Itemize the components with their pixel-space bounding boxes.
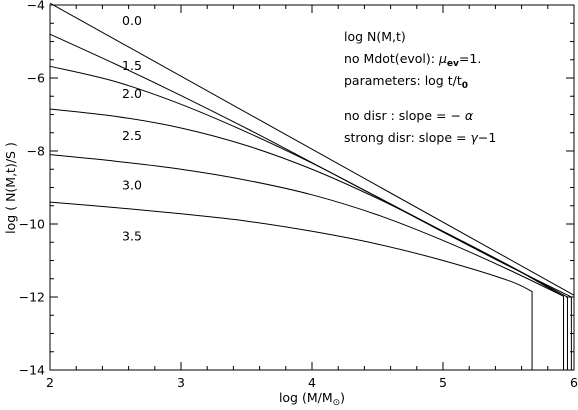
annotation-line-2: no Mdot(evol): μev=1. <box>344 51 481 69</box>
curve-label-2-0: 2.0 <box>122 86 142 101</box>
curve-label-1-5: 1.5 <box>122 58 142 73</box>
axis-ticks <box>49 4 575 371</box>
series-line-2-5 <box>49 108 565 370</box>
series-line-0-0 <box>49 2 575 296</box>
series-curves <box>49 2 575 370</box>
y-tick-label: −6 <box>27 71 45 86</box>
annotation-line-1: log N(M,t) <box>344 29 406 44</box>
x-tick-label: 6 <box>570 375 578 390</box>
x-tick-label: 5 <box>439 375 447 390</box>
series-line-3-0 <box>49 154 565 370</box>
annotation-line-5: strong disr: slope = γ−1 <box>344 130 496 145</box>
y-tick-label: −8 <box>27 144 45 159</box>
y-tick-label: −12 <box>19 290 45 305</box>
x-axis-label: log (M/M⊙) <box>279 390 345 408</box>
x-tick-label: 4 <box>308 375 316 390</box>
y-tick-label: −4 <box>27 0 45 13</box>
curve-labels: 0.0 1.5 2.0 2.5 3.0 3.5 <box>122 13 142 243</box>
curve-label-2-5: 2.5 <box>122 128 142 143</box>
annotation-line-4: no disr : slope = − α <box>344 108 474 123</box>
x-tick-label: 2 <box>46 375 54 390</box>
series-line-3-5 <box>49 201 533 370</box>
y-tick-labels: −14 −12 −10 −8 −6 −4 <box>19 0 45 378</box>
annotation-block: log N(M,t) no Mdot(evol): μev=1. paramet… <box>344 29 496 145</box>
y-tick-label: −10 <box>19 217 45 232</box>
series-line-2-0 <box>49 65 568 370</box>
curve-label-3-0: 3.0 <box>122 177 142 192</box>
curve-label-3-5: 3.5 <box>122 228 142 243</box>
series-line-1-5 <box>49 33 572 370</box>
y-tick-label: −14 <box>19 363 45 378</box>
x-tick-label: 3 <box>177 375 185 390</box>
y-axis-label: log ( N(M,t)/S ) <box>3 142 18 234</box>
annotation-line-3: parameters: log t/t0 <box>344 73 468 91</box>
curve-label-0-0: 0.0 <box>122 13 142 28</box>
x-tick-labels: 2 3 4 5 6 <box>46 375 578 390</box>
